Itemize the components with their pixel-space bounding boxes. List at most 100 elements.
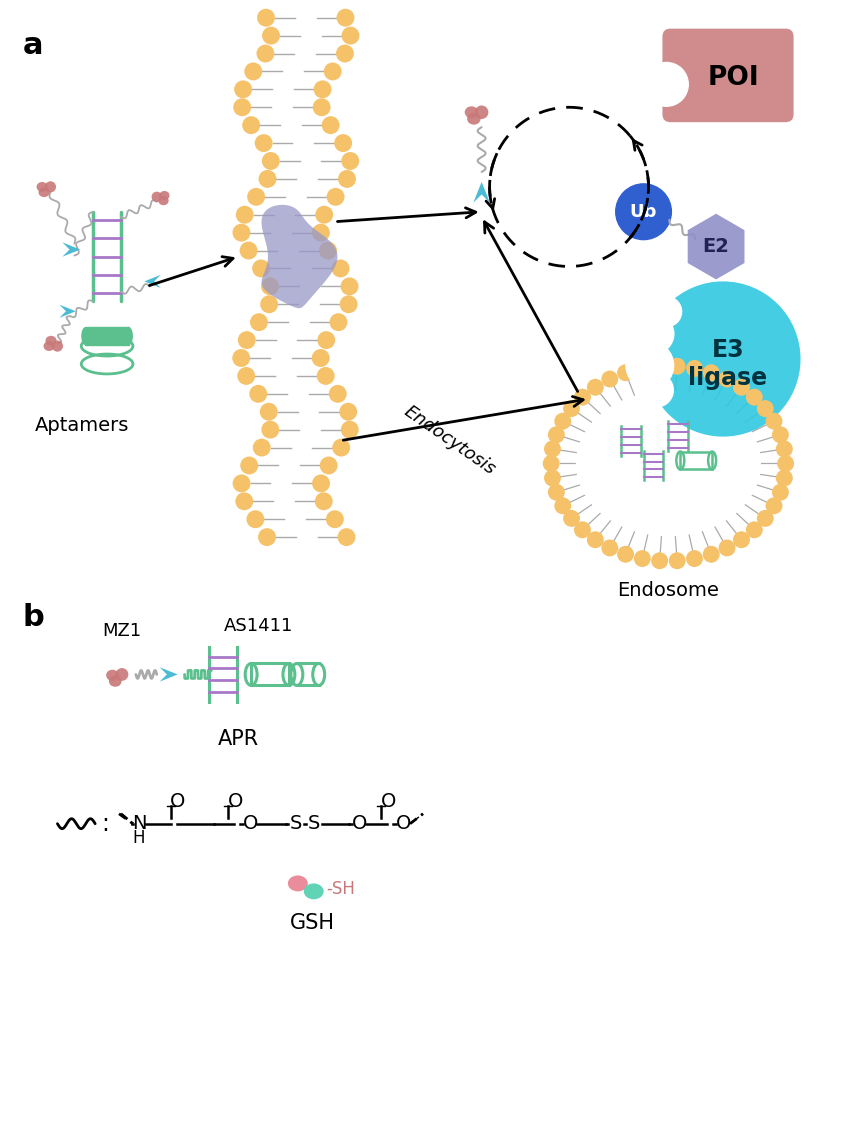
Circle shape — [338, 170, 356, 188]
Polygon shape — [688, 214, 745, 279]
Text: H: H — [133, 829, 145, 847]
Polygon shape — [60, 305, 76, 318]
Circle shape — [634, 550, 651, 567]
Circle shape — [337, 9, 354, 27]
Circle shape — [262, 152, 280, 170]
Ellipse shape — [125, 327, 133, 345]
Circle shape — [574, 521, 591, 538]
Circle shape — [312, 224, 330, 242]
Text: E2: E2 — [703, 237, 729, 256]
Circle shape — [261, 421, 279, 439]
Circle shape — [250, 313, 268, 331]
Circle shape — [249, 385, 267, 403]
Circle shape — [703, 364, 720, 381]
Circle shape — [334, 134, 352, 152]
Circle shape — [756, 510, 774, 526]
Text: AS1411: AS1411 — [224, 616, 292, 634]
Circle shape — [475, 106, 489, 119]
Circle shape — [586, 531, 604, 548]
Circle shape — [261, 278, 279, 296]
Ellipse shape — [38, 188, 49, 197]
Circle shape — [644, 63, 688, 106]
Circle shape — [651, 358, 668, 375]
Circle shape — [766, 413, 783, 430]
Circle shape — [255, 134, 273, 152]
Ellipse shape — [43, 341, 54, 351]
Circle shape — [669, 358, 686, 375]
Text: O: O — [228, 792, 243, 811]
Circle shape — [151, 191, 162, 202]
Circle shape — [543, 455, 559, 472]
Circle shape — [339, 403, 357, 421]
Circle shape — [326, 188, 344, 206]
Circle shape — [235, 206, 253, 224]
Circle shape — [317, 367, 335, 385]
Circle shape — [321, 116, 340, 134]
Circle shape — [233, 224, 251, 242]
Circle shape — [563, 400, 580, 417]
Polygon shape — [160, 667, 178, 682]
Circle shape — [237, 367, 255, 385]
Text: S: S — [290, 814, 302, 834]
Circle shape — [777, 455, 794, 472]
Circle shape — [342, 152, 360, 170]
Circle shape — [260, 296, 278, 313]
Text: Aptamers: Aptamers — [35, 416, 129, 434]
Circle shape — [548, 426, 564, 443]
Circle shape — [772, 426, 789, 443]
Circle shape — [544, 441, 561, 458]
Bar — [680, 451, 712, 469]
Text: N: N — [132, 814, 146, 834]
Circle shape — [669, 552, 686, 569]
Circle shape — [314, 80, 332, 98]
Circle shape — [45, 181, 56, 192]
FancyBboxPatch shape — [662, 28, 794, 123]
Polygon shape — [144, 274, 161, 288]
Circle shape — [548, 484, 564, 501]
Circle shape — [615, 183, 672, 240]
Circle shape — [332, 439, 350, 457]
Circle shape — [326, 511, 343, 528]
Circle shape — [617, 364, 634, 381]
Circle shape — [746, 389, 762, 406]
Ellipse shape — [106, 669, 119, 681]
Circle shape — [776, 469, 793, 486]
Circle shape — [262, 27, 280, 45]
Circle shape — [718, 540, 735, 557]
Text: a: a — [23, 30, 43, 60]
Circle shape — [319, 242, 337, 260]
Circle shape — [617, 546, 634, 562]
Circle shape — [337, 528, 355, 546]
Circle shape — [317, 331, 335, 349]
Text: O: O — [381, 792, 396, 811]
Circle shape — [686, 550, 703, 567]
Circle shape — [246, 511, 264, 528]
Circle shape — [234, 80, 252, 98]
Polygon shape — [262, 205, 337, 308]
Circle shape — [652, 297, 682, 326]
Ellipse shape — [37, 182, 48, 191]
Circle shape — [746, 521, 762, 538]
Circle shape — [703, 546, 720, 562]
Ellipse shape — [576, 392, 760, 536]
Text: Endocytosis: Endocytosis — [400, 403, 499, 479]
Text: Ub: Ub — [630, 202, 657, 220]
Circle shape — [776, 441, 793, 458]
Circle shape — [645, 281, 801, 436]
Circle shape — [554, 497, 571, 514]
Circle shape — [342, 27, 360, 45]
Ellipse shape — [465, 107, 479, 118]
Circle shape — [247, 188, 265, 206]
Circle shape — [233, 98, 251, 116]
Circle shape — [772, 484, 789, 501]
Circle shape — [324, 63, 342, 80]
Text: APR: APR — [218, 729, 258, 749]
Circle shape — [574, 389, 591, 406]
Ellipse shape — [109, 676, 122, 686]
Circle shape — [626, 342, 674, 389]
Ellipse shape — [45, 336, 57, 345]
Circle shape — [601, 370, 618, 387]
Text: O: O — [395, 814, 411, 834]
Text: -SH: -SH — [326, 881, 355, 899]
Circle shape — [242, 116, 260, 134]
